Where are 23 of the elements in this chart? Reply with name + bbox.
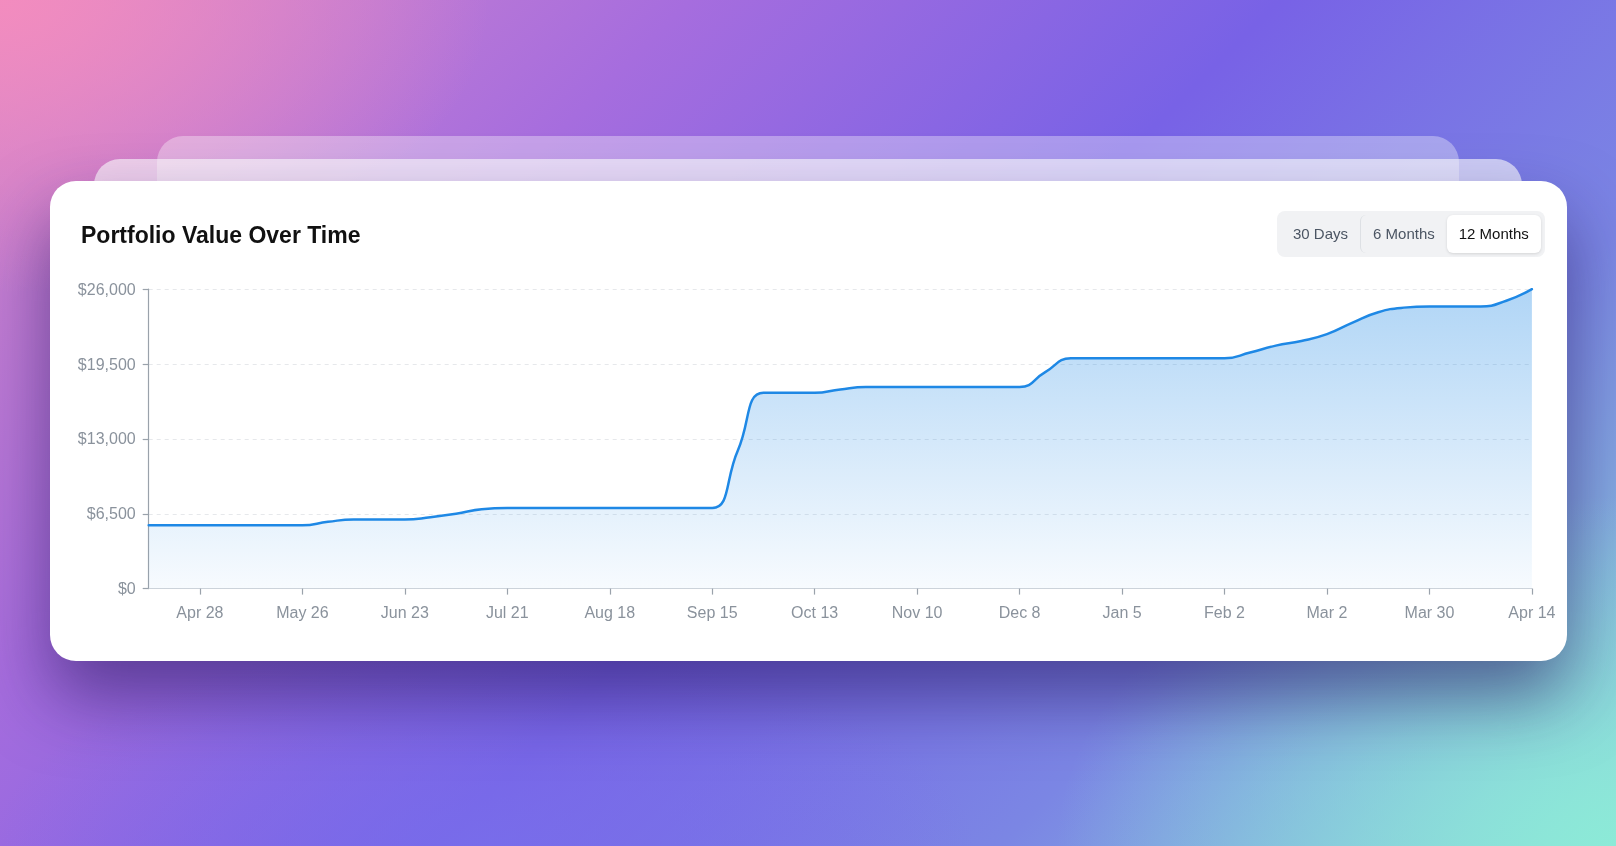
time-range-button[interactable]: 30 Days: [1281, 215, 1361, 253]
y-tick-label: $13,000: [77, 430, 136, 448]
x-tick-label: Dec 8: [998, 604, 1041, 622]
x-tick-label: Mar 2: [1306, 604, 1348, 622]
y-tick-label: $6,500: [86, 505, 136, 523]
y-tick-label: $0: [117, 580, 136, 598]
x-tick-label: Jul 21: [485, 604, 529, 622]
y-tick-label: $19,500: [77, 355, 136, 373]
x-tick-label: May 26: [276, 604, 329, 622]
x-tick-label: Jun 23: [380, 604, 429, 622]
x-tick-label: Mar 30: [1404, 604, 1455, 622]
x-tick-label: Jan 5: [1102, 604, 1142, 622]
x-tick-label: Oct 13: [791, 604, 839, 622]
x-tick-label: Aug 18: [584, 604, 636, 622]
x-tick-label: Apr 14: [1508, 604, 1556, 622]
x-tick-label: Nov 10: [891, 604, 943, 622]
time-range-button[interactable]: 6 Months: [1360, 215, 1447, 253]
chart-title: Portfolio Value Over Time: [81, 221, 361, 248]
x-tick-label: Apr 28: [176, 604, 224, 622]
x-tick-label: Sep 15: [686, 604, 738, 622]
x-tick-label: Feb 2: [1204, 604, 1246, 622]
y-tick-label: $26,000: [77, 280, 136, 298]
time-range-button[interactable]: 12 Months: [1446, 215, 1541, 253]
